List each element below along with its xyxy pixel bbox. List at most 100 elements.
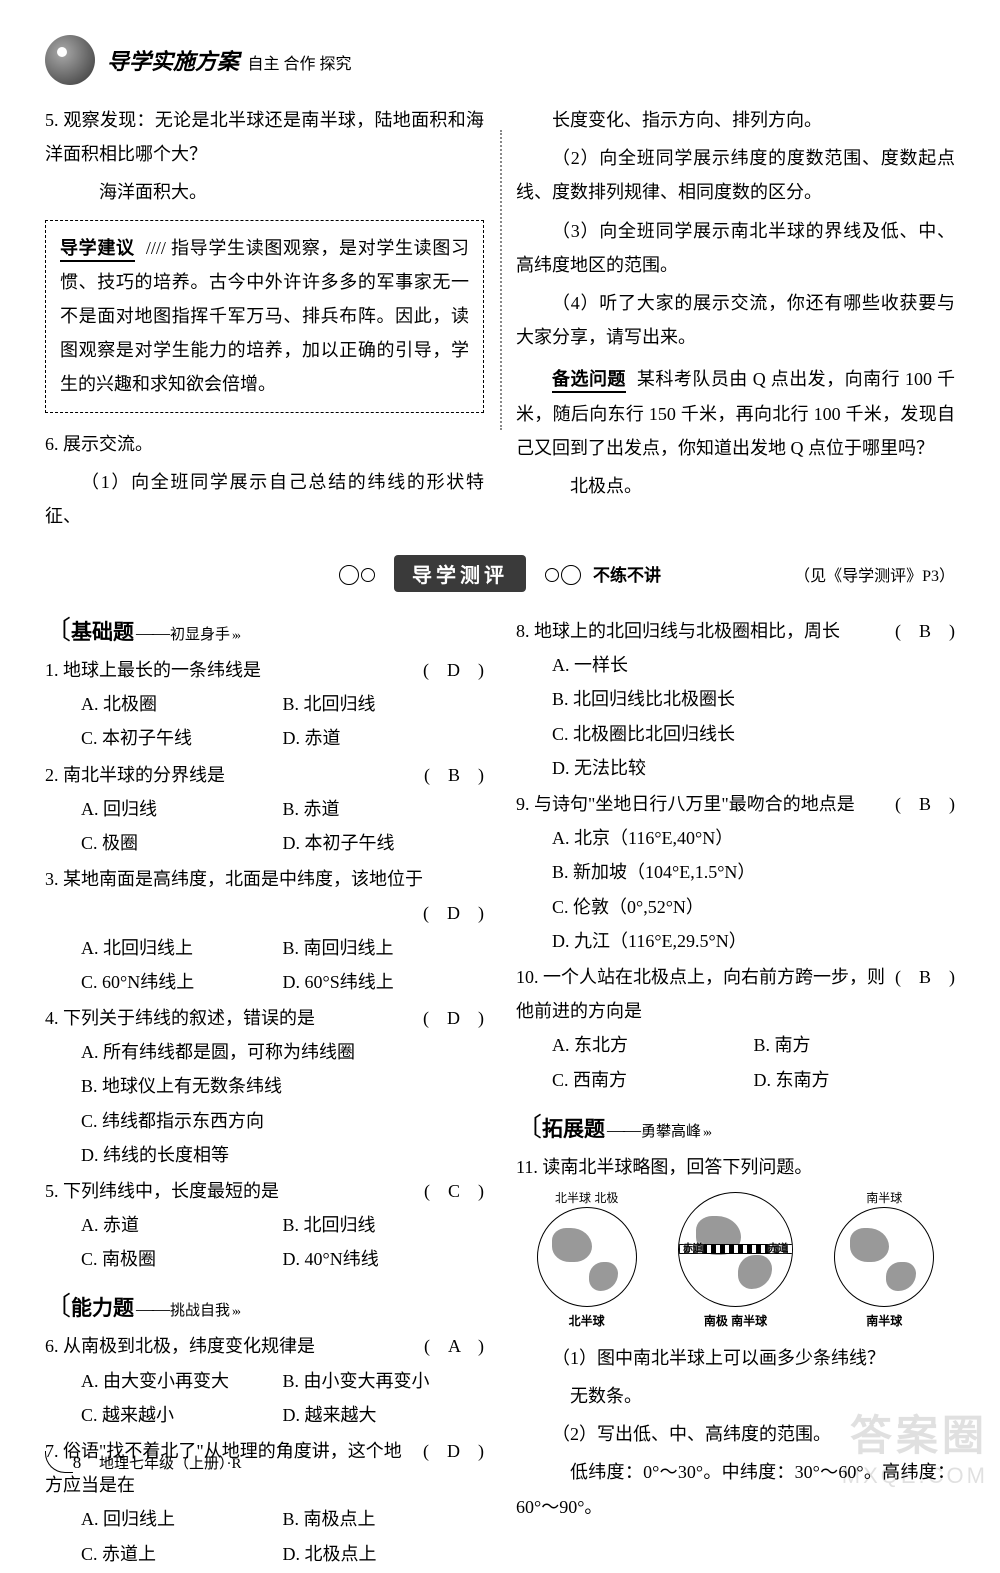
advice-slashes: //// — [146, 238, 166, 258]
advice-label: 导学建议 — [60, 238, 135, 262]
top-right-col: 长度变化、指示方向、排列方向。 （2）向全班同学展示纬度的度数范围、度数起点线、… — [516, 103, 955, 537]
page-header: 导学实施方案 自主 合作 探究 — [45, 35, 955, 85]
question-4: 4. 下列关于纬线的叙述，错误的是( D ) A. 所有纬线都是圆，可称为纬线圈… — [45, 1001, 484, 1172]
q7-d: D. 北极点上 — [283, 1537, 485, 1571]
hemisphere-diagram: 北半球 北极 北半球 赤道赤道 南极 南半球 南半球 — [516, 1192, 955, 1333]
q5-num: 5. — [45, 110, 59, 130]
q7-c: C. 赤道上 — [81, 1537, 283, 1571]
q10-a: A. 东北方 — [552, 1028, 754, 1062]
extend-sub: 勇攀高峰 — [641, 1120, 701, 1141]
q4-text: 4. 下列关于纬线的叙述，错误的是 — [45, 1001, 415, 1035]
page-footer: 8 地理七年级（上册）·R — [45, 1451, 242, 1473]
q2-a: A. 回归线 — [81, 792, 283, 826]
q5-text: 5. 下列纬线中，长度最短的是 — [45, 1174, 416, 1208]
dash: —— — [136, 1299, 168, 1320]
basic-title: 基础题 — [71, 616, 134, 646]
q11-text: 11. 读南北半球略图，回答下列问题。 — [516, 1150, 955, 1184]
globe-south-bot: 南半球 — [834, 1310, 934, 1333]
question-3: 3. 某地南面是高纬度，北面是中纬度，该地位于 ( D ) A. 北回归线上 B… — [45, 862, 484, 999]
q10-text: 10. 一个人站在北极点上，向右前方跨一步，则他前进的方向是 — [516, 960, 887, 1028]
q9-c: C. 伦敦（0°,52°N） — [552, 890, 955, 924]
q3-c: C. 60°N纬线上 — [81, 965, 283, 999]
q5: 5. 观察发现：无论是北半球还是南半球，陆地面积和海洋面积相比哪个大？ — [45, 103, 484, 171]
q1-c: C. 本初子午线 — [81, 721, 283, 755]
basic-section-head: 〔 基础题 —— 初显身手 »» — [45, 610, 484, 647]
q1-answer: ( D ) — [423, 653, 484, 687]
q1-d: D. 赤道 — [283, 721, 485, 755]
q7-b: B. 南极点上 — [283, 1502, 485, 1536]
q1-a: A. 北极圈 — [81, 687, 283, 721]
banner-ornament-right — [526, 562, 581, 586]
watermark-line1: 答案圈 — [842, 1402, 988, 1463]
q2-c: C. 极圈 — [81, 826, 283, 860]
globe-southern: 南半球 南半球 — [834, 1192, 934, 1333]
footer-ornament — [45, 1451, 73, 1473]
basic-sub: 初显身手 — [170, 623, 230, 644]
question-2: 2. 南北半球的分界线是( B ) A. 回归线 B. 赤道 C. 极圈 D. … — [45, 758, 484, 861]
q6-a: A. 由大变小再变大 — [81, 1364, 283, 1398]
arrows-icon: »» — [703, 1124, 708, 1140]
q6-1: （1）向全班同学展示自己总结的纬线的形状特征、 — [45, 465, 484, 533]
sel-problem: 备选问题 某科考队员由 Q 点出发，向南行 100 千米，随后向东行 150 千… — [516, 362, 955, 465]
q8-text: 8. 地球上的北回归线与北极圈相比，周长 — [516, 614, 887, 648]
watermark: 答案圈 MXQE.COM — [842, 1402, 988, 1489]
question-10: 10. 一个人站在北极点上，向右前方跨一步，则他前进的方向是( B ) A. 东… — [516, 960, 955, 1097]
q3-text: 3. 某地南面是高纬度，北面是中纬度，该地位于 — [45, 862, 484, 896]
q8-b: B. 北回归线比北极圈长 — [552, 682, 955, 716]
globe-icon: 赤道赤道 — [678, 1192, 793, 1307]
q6: 6. 展示交流。 — [45, 427, 484, 461]
top-left-col: 5. 观察发现：无论是北半球还是南半球，陆地面积和海洋面积相比哪个大？ 海洋面积… — [45, 103, 484, 537]
quiz-left-col: 〔 基础题 —— 初显身手 »» 1. 地球上最长的一条纬线是( D ) A. … — [45, 600, 484, 1573]
header-subtitle: 自主 合作 探究 — [248, 56, 352, 73]
q5-text: 观察发现：无论是北半球还是南半球，陆地面积和海洋面积相比哪个大？ — [45, 110, 484, 164]
banner-ornament-left — [339, 562, 394, 586]
q8-c: C. 北极圈比北回归线长 — [552, 717, 955, 751]
paren-icon: 〔 — [45, 610, 71, 647]
q10-d: D. 东南方 — [754, 1063, 956, 1097]
paren-icon: 〔 — [45, 1286, 71, 1323]
q9-b: B. 新加坡（104°E,1.5°N） — [552, 855, 955, 889]
ability-sub: 挑战自我 — [170, 1299, 230, 1320]
globe-side: 赤道赤道 南极 南半球 — [678, 1192, 793, 1333]
q3-b: B. 南回归线上 — [283, 931, 485, 965]
ability-title: 能力题 — [71, 1292, 134, 1322]
q2-d: D. 本初子午线 — [283, 826, 485, 860]
header-title: 导学实施方案 — [107, 49, 239, 74]
q6-text: 展示交流。 — [63, 434, 153, 454]
question-9: 9. 与诗句"坐地日行八万里"最吻合的地点是( B ) A. 北京（116°E,… — [516, 787, 955, 958]
q8-d: D. 无法比较 — [552, 751, 955, 785]
q11-sub1: （1）图中南北半球上可以画多少条纬线？ — [516, 1341, 955, 1375]
arrows-icon: »» — [232, 627, 237, 643]
banner-ref: （见《导学测评》P3） — [794, 562, 955, 586]
q10-c: C. 西南方 — [552, 1063, 754, 1097]
q3-d: D. 60°S纬线上 — [283, 965, 485, 999]
dash: —— — [607, 1120, 639, 1141]
q6-num: 6. — [45, 434, 59, 454]
globe-mid-bot: 南极 南半球 — [678, 1310, 793, 1333]
column-divider — [500, 130, 502, 430]
q9-a: A. 北京（116°E,40°N） — [552, 821, 955, 855]
sel-answer: 北极点。 — [516, 469, 955, 503]
quiz-content: 〔 基础题 —— 初显身手 »» 1. 地球上最长的一条纬线是( D ) A. … — [45, 600, 955, 1573]
page-number: 8 — [73, 1453, 82, 1472]
globe-icon — [834, 1207, 934, 1307]
q6-b: B. 由小变大再变小 — [283, 1364, 485, 1398]
q7-answer: ( D ) — [423, 1434, 484, 1468]
ability-section-head: 〔 能力题 —— 挑战自我 »» — [45, 1286, 484, 1323]
arrows-icon: »» — [232, 1303, 237, 1319]
q4-a: A. 所有纬线都是圆，可称为纬线圈 — [81, 1035, 484, 1069]
q6-text: 6. 从南极到北极，纬度变化规律是 — [45, 1329, 416, 1363]
q6-c: C. 越来越小 — [81, 1398, 283, 1432]
extend-section-head: 〔 拓展题 —— 勇攀高峰 »» — [516, 1107, 955, 1144]
q6-answer: ( A ) — [424, 1329, 484, 1363]
q4-d: D. 纬线的长度相等 — [81, 1138, 484, 1172]
q8-answer: ( B ) — [895, 614, 955, 648]
q2-b: B. 赤道 — [283, 792, 485, 826]
eval-banner: 导学测评 — [394, 555, 526, 592]
question-1: 1. 地球上最长的一条纬线是( D ) A. 北极圈 B. 北回归线 C. 本初… — [45, 653, 484, 756]
q2-text: 2. 南北半球的分界线是 — [45, 758, 416, 792]
q5-b: B. 北回归线 — [283, 1208, 485, 1242]
sel-label: 备选问题 — [552, 369, 626, 393]
globe-north-label: 北半球 北极 — [537, 1192, 637, 1205]
q3-answer: ( D ) — [423, 896, 484, 930]
